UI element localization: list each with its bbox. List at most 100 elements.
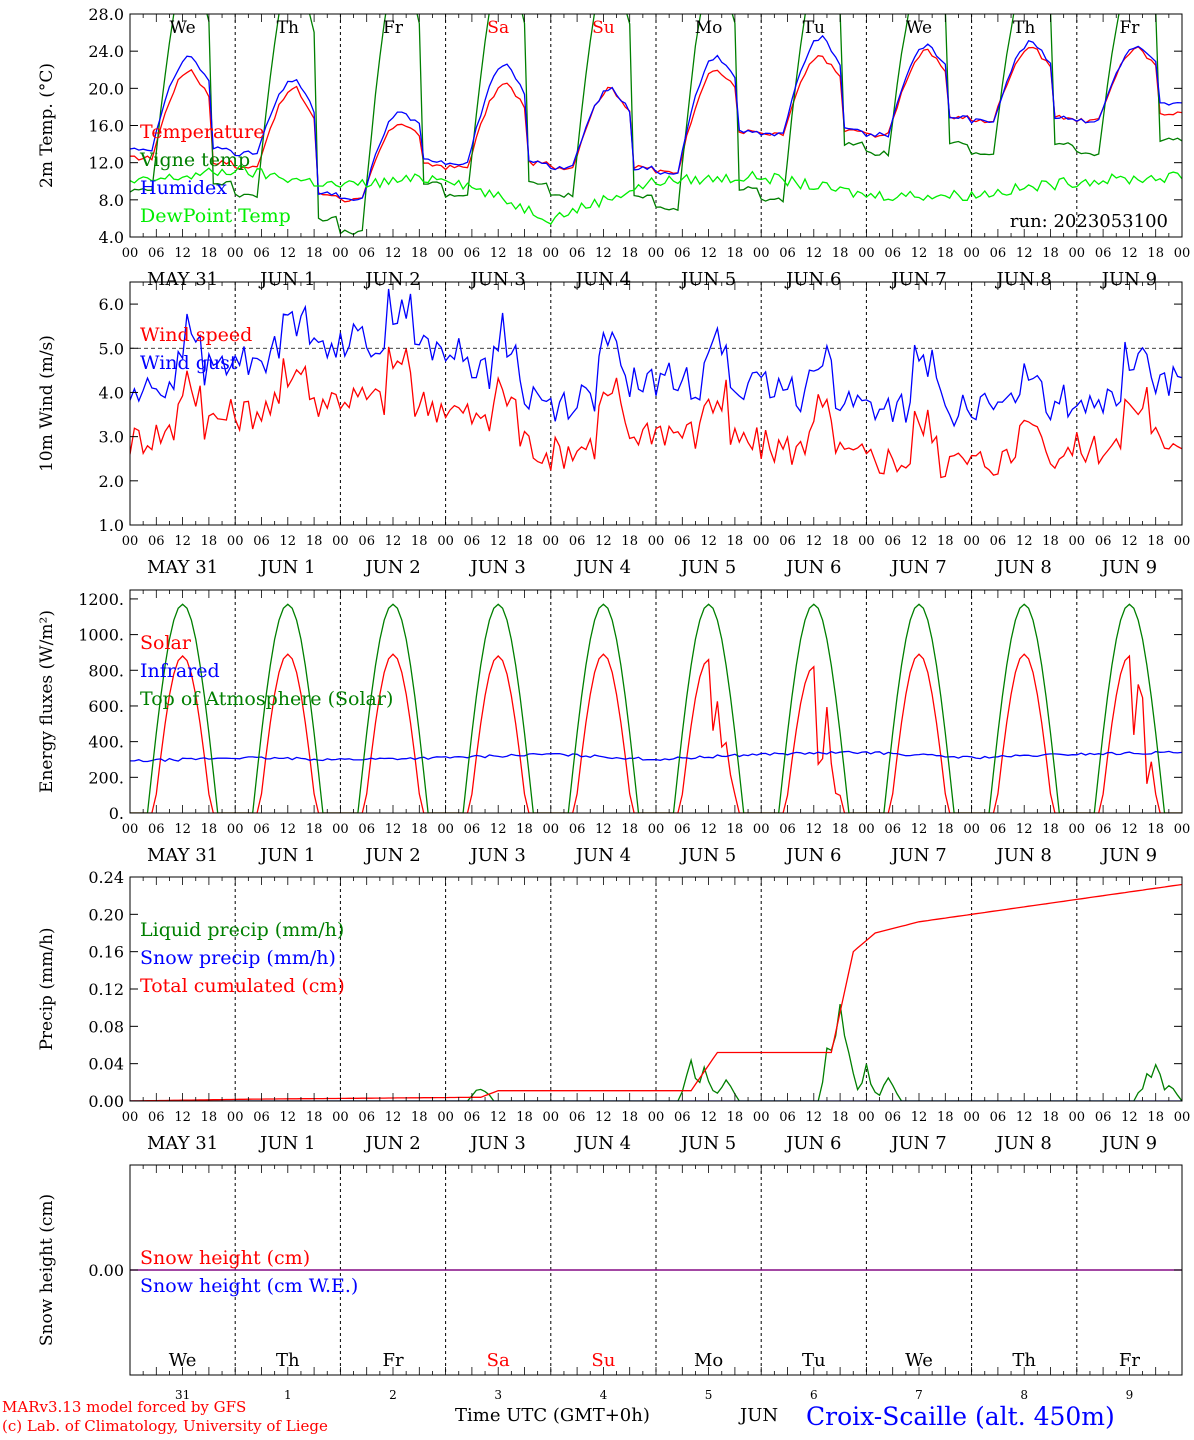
x-hour-label: 18 — [1042, 1110, 1059, 1125]
day-number-label: 31 — [175, 1388, 190, 1402]
x-date-label: JUN 2 — [363, 845, 420, 866]
x-hour-label: 06 — [148, 246, 165, 261]
y-tick-label: 400. — [88, 733, 124, 752]
x-hour-label: 18 — [306, 1110, 323, 1125]
day-name-label: Su — [591, 1350, 615, 1371]
day-number-label: 8 — [1020, 1388, 1028, 1402]
day-number-label: 4 — [600, 1388, 608, 1402]
day-number-label: 7 — [915, 1388, 923, 1402]
x-hour-label: 00 — [437, 246, 454, 261]
x-hour-label: 06 — [1095, 534, 1112, 549]
y-tick-label: 0.20 — [88, 905, 124, 924]
y-tick-label: 6.0 — [99, 295, 124, 314]
x-date-label: JUN 8 — [995, 1133, 1052, 1154]
x-hour-label: 06 — [779, 822, 796, 837]
x-hour-label: 06 — [779, 246, 796, 261]
x-hour-label: 00 — [1174, 246, 1191, 261]
x-hour-label: 06 — [674, 1110, 691, 1125]
x-hour-label: 18 — [832, 246, 849, 261]
y-tick-label: 8.0 — [99, 191, 124, 210]
series-group — [130, 14, 1182, 236]
x-hour-label: 00 — [1069, 246, 1086, 261]
x-date-label: JUN 4 — [574, 269, 631, 290]
x-hour-label: 18 — [516, 1110, 533, 1125]
x-hour-label: 18 — [306, 822, 323, 837]
x-hour-label: 12 — [174, 534, 191, 549]
x-date-label: JUN 1 — [258, 557, 315, 578]
x-hour-label: 06 — [358, 246, 375, 261]
day-name-label: Th — [277, 18, 299, 38]
x-hour-label: 00 — [963, 822, 980, 837]
x-hour-label: 12 — [911, 822, 928, 837]
x-date-label: JUN 6 — [784, 1133, 841, 1154]
x-hour-label: 12 — [490, 822, 507, 837]
y-tick-label: 0.04 — [88, 1055, 124, 1074]
x-hour-label: 18 — [306, 246, 323, 261]
x-date-label: JUN 2 — [363, 269, 420, 290]
y-tick-label: 0.08 — [88, 1017, 124, 1036]
x-hour-label: 00 — [858, 1110, 875, 1125]
x-hour-label: 18 — [201, 1110, 218, 1125]
y-tick-label: 20.0 — [88, 79, 124, 98]
y-tick-label: 600. — [88, 697, 124, 716]
x-hour-label: 12 — [911, 534, 928, 549]
day-name-label: Fr — [1119, 1350, 1140, 1371]
x-hour-label: 18 — [516, 246, 533, 261]
day-name-label: Mo — [695, 18, 723, 38]
credit-line-1: MARv3.13 model forced by GFS — [2, 1398, 247, 1416]
x-hour-label: 18 — [411, 246, 428, 261]
series-line-wind-speed — [130, 346, 1182, 479]
day-name-label: Su — [592, 18, 615, 38]
x-hour-label: 12 — [700, 822, 717, 837]
x-hour-label: 00 — [332, 822, 349, 837]
x-hour-label: 12 — [595, 534, 612, 549]
x-hour-label: 06 — [884, 246, 901, 261]
day-name-label: Sa — [487, 1350, 510, 1371]
x-hour-label: 12 — [700, 1110, 717, 1125]
month-label: JUN — [740, 1405, 779, 1426]
x-date-label: JUN 5 — [679, 269, 736, 290]
x-hour-label: 18 — [937, 1110, 954, 1125]
x-hour-label: 18 — [1042, 822, 1059, 837]
y-tick-label: 4.0 — [99, 228, 124, 247]
x-hour-label: 12 — [806, 534, 823, 549]
day-name-label: Fr — [382, 1350, 403, 1371]
series-line-infrared — [130, 750, 1182, 763]
x-hour-label: 06 — [464, 822, 481, 837]
model-credit: MARv3.13 model forced by GFS (c) Lab. of… — [2, 1398, 328, 1436]
x-hour-label: 12 — [700, 534, 717, 549]
x-hour-label: 18 — [832, 1110, 849, 1125]
x-date-label: JUN 4 — [574, 557, 631, 578]
x-hour-label: 18 — [516, 822, 533, 837]
day-name-label: We — [169, 1350, 197, 1371]
legend-entry: Vigne temp — [139, 149, 250, 171]
x-hour-label: 00 — [122, 1110, 139, 1125]
x-hour-label: 06 — [884, 822, 901, 837]
y-tick-label: 4.0 — [99, 383, 124, 402]
x-date-label: JUN 1 — [258, 269, 315, 290]
x-hour-label: 12 — [280, 822, 297, 837]
x-hour-label: 06 — [674, 822, 691, 837]
day-name-label: Mo — [694, 1350, 723, 1371]
x-hour-label: 06 — [674, 534, 691, 549]
x-hour-label: 12 — [595, 822, 612, 837]
legend-entry: DewPoint Temp — [140, 205, 291, 227]
legend-entry: Humidex — [140, 177, 227, 199]
x-date-label: JUN 2 — [363, 1133, 420, 1154]
x-hour-label: 06 — [884, 534, 901, 549]
y-tick-label: 0.24 — [88, 868, 124, 887]
x-hour-label: 00 — [963, 1110, 980, 1125]
x-hour-label: 18 — [727, 534, 744, 549]
x-hour-label: 18 — [727, 822, 744, 837]
x-hour-label: 00 — [122, 822, 139, 837]
x-hour-label: 06 — [148, 822, 165, 837]
y-tick-label: 28.0 — [88, 5, 124, 24]
x-hour-label: 06 — [990, 534, 1007, 549]
x-hour-label: 06 — [569, 1110, 586, 1125]
x-date-label: MAY 31 — [147, 269, 218, 290]
x-axis-label: Time UTC (GMT+0h) — [455, 1405, 650, 1426]
x-hour-label: 06 — [884, 1110, 901, 1125]
x-hour-label: 18 — [411, 534, 428, 549]
x-hour-label: 12 — [490, 246, 507, 261]
x-hour-label: 00 — [437, 534, 454, 549]
